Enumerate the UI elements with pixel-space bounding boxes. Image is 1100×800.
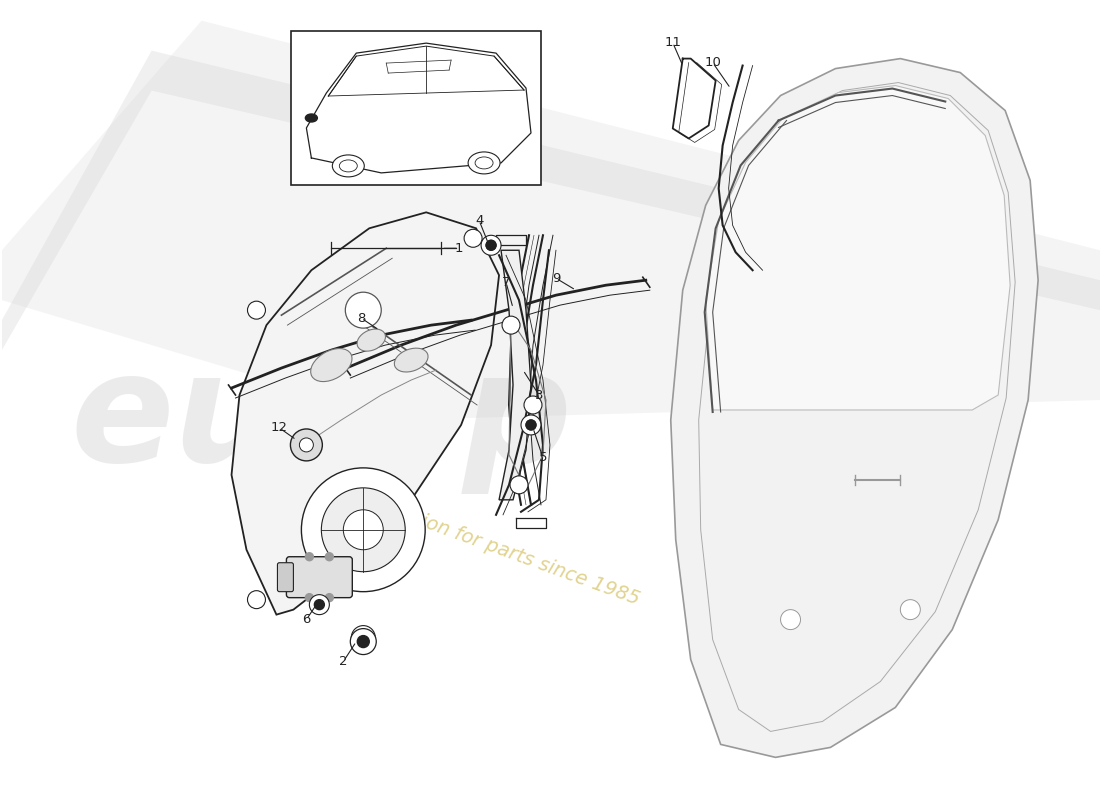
Text: 12: 12 (271, 422, 288, 434)
Polygon shape (2, 21, 1100, 420)
Circle shape (343, 510, 383, 550)
Polygon shape (706, 86, 1010, 410)
Circle shape (306, 594, 313, 602)
Polygon shape (499, 250, 531, 500)
Text: 3: 3 (535, 389, 543, 402)
Circle shape (301, 468, 426, 592)
Circle shape (358, 635, 370, 647)
Circle shape (791, 190, 811, 210)
Circle shape (486, 240, 496, 250)
Circle shape (486, 240, 496, 250)
Circle shape (321, 488, 405, 572)
Text: 4: 4 (475, 214, 483, 227)
Circle shape (464, 230, 482, 247)
Text: 9: 9 (552, 272, 560, 285)
Circle shape (521, 415, 541, 435)
Circle shape (309, 594, 329, 614)
Ellipse shape (395, 348, 428, 372)
Circle shape (481, 235, 500, 255)
Text: a passion for parts since 1985: a passion for parts since 1985 (360, 490, 642, 609)
Ellipse shape (332, 155, 364, 177)
Text: 8: 8 (358, 312, 365, 325)
Text: europ: europ (70, 346, 572, 494)
Polygon shape (231, 212, 499, 614)
Circle shape (290, 429, 322, 461)
Circle shape (524, 396, 542, 414)
Circle shape (248, 301, 265, 319)
Circle shape (326, 553, 333, 561)
Circle shape (345, 292, 382, 328)
Circle shape (326, 594, 333, 602)
Bar (292, 30, 541, 186)
Ellipse shape (475, 157, 493, 169)
Circle shape (900, 600, 921, 620)
Circle shape (358, 638, 370, 650)
Text: 5: 5 (539, 451, 547, 464)
Polygon shape (671, 58, 1038, 758)
Text: 7: 7 (502, 276, 510, 289)
Circle shape (526, 420, 536, 430)
Ellipse shape (339, 160, 358, 172)
FancyBboxPatch shape (277, 562, 294, 592)
Circle shape (248, 590, 265, 609)
Text: 10: 10 (704, 56, 722, 69)
Circle shape (950, 370, 970, 390)
Circle shape (299, 438, 314, 452)
Circle shape (502, 316, 520, 334)
Circle shape (315, 600, 324, 610)
Circle shape (350, 629, 376, 654)
Text: 1: 1 (455, 242, 463, 254)
Text: 2: 2 (339, 655, 348, 668)
Ellipse shape (306, 114, 318, 122)
Ellipse shape (469, 152, 500, 174)
Text: 6: 6 (302, 613, 310, 626)
Ellipse shape (310, 349, 352, 382)
FancyBboxPatch shape (286, 557, 352, 598)
Ellipse shape (358, 329, 385, 351)
Circle shape (351, 626, 375, 650)
Text: 11: 11 (664, 36, 681, 49)
Circle shape (510, 476, 528, 494)
Circle shape (526, 420, 536, 430)
Polygon shape (2, 50, 1100, 350)
Circle shape (306, 553, 313, 561)
Circle shape (781, 610, 801, 630)
